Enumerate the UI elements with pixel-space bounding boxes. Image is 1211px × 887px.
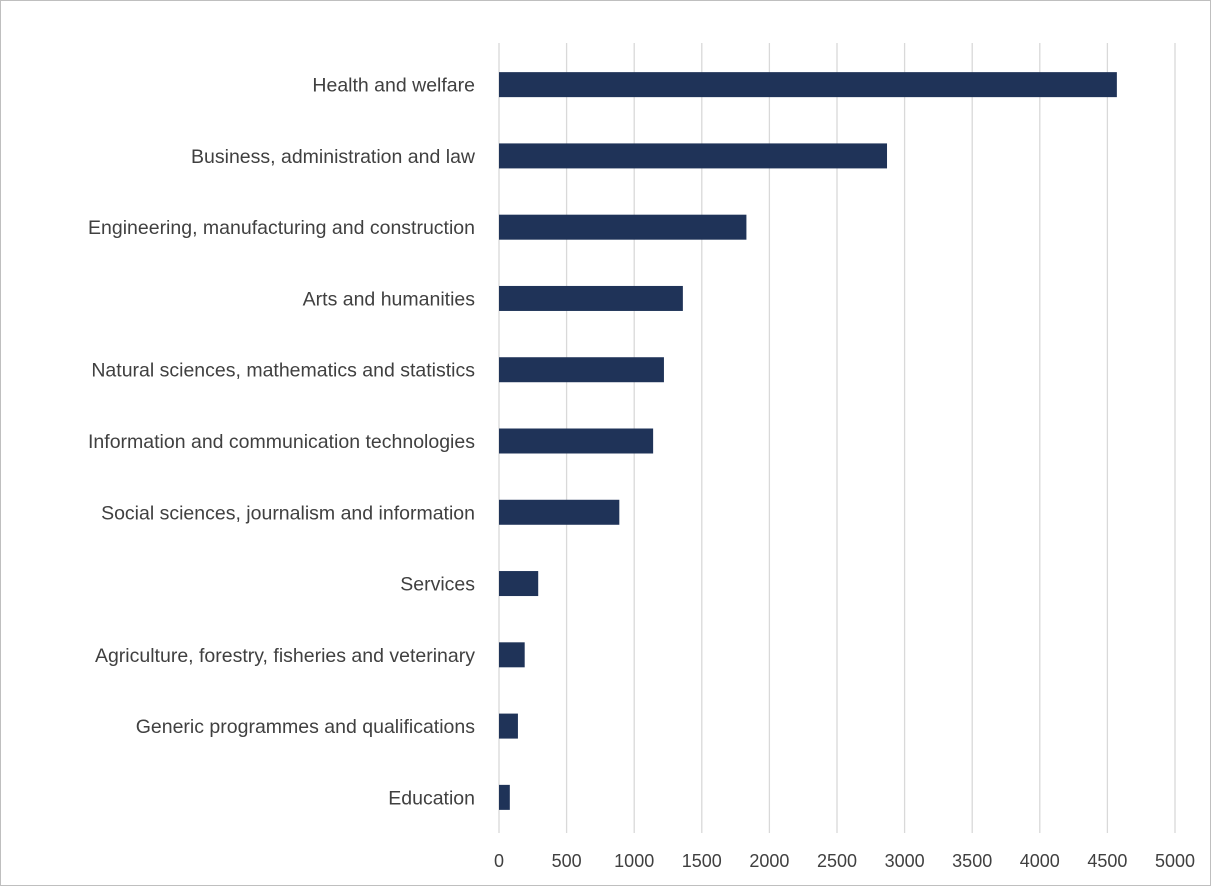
bar xyxy=(499,713,518,739)
x-tick-label: 3500 xyxy=(952,851,992,871)
bar xyxy=(499,72,1117,98)
category-label: Services xyxy=(400,574,475,596)
bar xyxy=(499,143,888,169)
category-label: Engineering, manufacturing and construct… xyxy=(88,217,475,239)
x-tick-label: 1500 xyxy=(682,851,722,871)
category-label: Education xyxy=(388,787,475,809)
x-tick-label: 5000 xyxy=(1155,851,1195,871)
x-tick-label: 2500 xyxy=(817,851,857,871)
bar xyxy=(499,357,664,383)
category-label: Agriculture, forestry, fisheries and vet… xyxy=(95,645,475,667)
category-labels: Health and welfare Business, administrati… xyxy=(88,75,476,810)
bar xyxy=(499,784,510,810)
x-tick-label: 4500 xyxy=(1087,851,1127,871)
bar xyxy=(499,499,620,525)
bar xyxy=(499,642,525,668)
category-label: Health and welfare xyxy=(312,75,475,97)
x-tick-label: 500 xyxy=(552,851,582,871)
category-label: Generic programmes and qualifications xyxy=(136,716,476,738)
category-label: Social sciences, journalism and informat… xyxy=(101,502,475,524)
x-tick-label: 3000 xyxy=(885,851,925,871)
category-label: Information and communication technologi… xyxy=(88,431,475,453)
grid-layer xyxy=(498,43,1176,833)
bar xyxy=(499,214,747,240)
x-tick-labels: 0 500 1000 1500 2000 2500 3000 3500 4000 4500 5000 xyxy=(494,851,1195,871)
x-tick-label: 4000 xyxy=(1020,851,1060,871)
category-label: Arts and humanities xyxy=(303,288,476,310)
bar-layer xyxy=(499,72,1117,810)
bar xyxy=(499,571,539,597)
x-tick-label: 2000 xyxy=(749,851,789,871)
category-label: Natural sciences, mathematics and statis… xyxy=(91,360,475,382)
x-tick-label: 0 xyxy=(494,851,504,871)
x-tick-label: 1000 xyxy=(614,851,654,871)
category-label: Business, administration and law xyxy=(191,146,476,168)
bar xyxy=(499,285,683,311)
bar xyxy=(499,428,654,454)
